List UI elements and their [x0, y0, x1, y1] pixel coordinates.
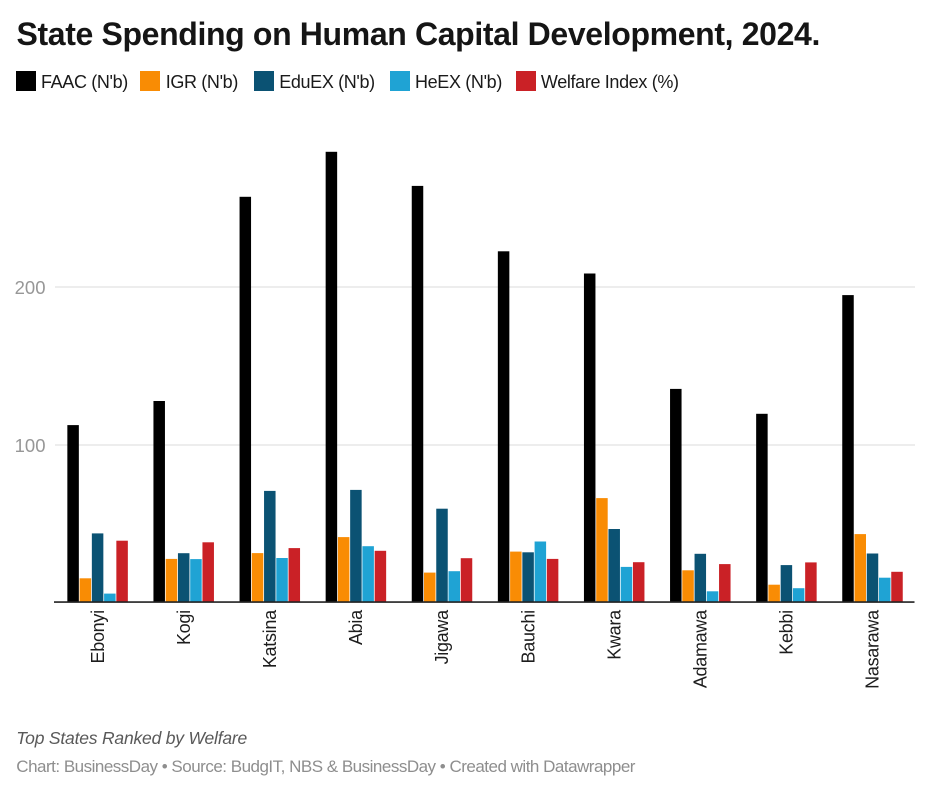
svg-text:Adamawa: Adamawa: [691, 609, 711, 688]
svg-text:Kwara: Kwara: [604, 609, 624, 660]
svg-text:Kebbi: Kebbi: [777, 610, 797, 655]
svg-text:Katsina: Katsina: [260, 609, 280, 668]
svg-text:Ebonyi: Ebonyi: [88, 610, 108, 663]
svg-text:Jigawa: Jigawa: [432, 609, 452, 665]
svg-text:Kogi: Kogi: [174, 610, 194, 645]
svg-text:Abia: Abia: [346, 609, 366, 645]
svg-text:Bauchi: Bauchi: [518, 610, 538, 663]
svg-text:Nasarawa: Nasarawa: [863, 609, 883, 689]
